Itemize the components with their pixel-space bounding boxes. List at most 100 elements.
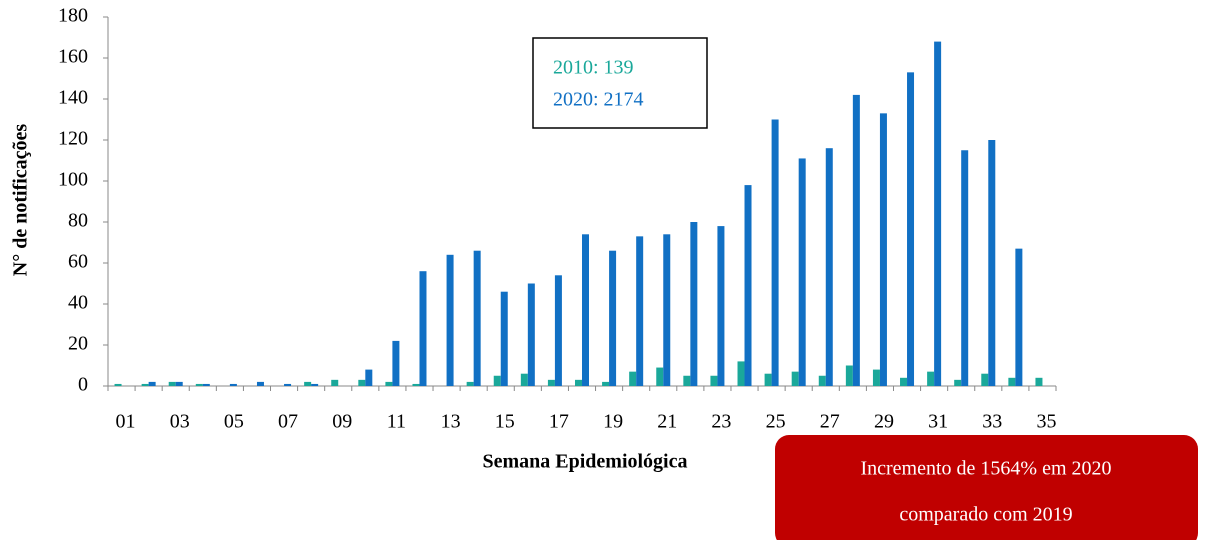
x-tick-label: 33	[982, 411, 1002, 433]
bar	[825, 148, 833, 386]
bar	[175, 381, 183, 386]
bar	[114, 383, 122, 386]
bar	[331, 379, 339, 386]
bar	[764, 373, 772, 386]
bar	[284, 383, 292, 386]
bar	[961, 150, 969, 386]
bar	[493, 375, 501, 386]
bar	[195, 383, 203, 386]
bar	[547, 379, 555, 386]
x-tick-label: 23	[711, 411, 731, 433]
bar	[629, 371, 637, 386]
bar	[141, 383, 149, 386]
y-tick-label: 160	[58, 46, 88, 68]
bar	[466, 381, 474, 386]
bar	[602, 381, 610, 386]
bar	[473, 250, 481, 386]
bar	[582, 234, 589, 386]
x-tick-label: 09	[332, 411, 352, 433]
x-tick-label: 11	[387, 411, 406, 433]
bar	[845, 365, 853, 386]
bar	[791, 371, 799, 386]
bar	[148, 381, 156, 386]
bar	[744, 185, 752, 386]
bar	[527, 283, 535, 386]
bar	[717, 226, 725, 386]
annotation: Incremento de 1564% em 2020	[860, 458, 1111, 480]
bar	[907, 72, 915, 386]
bar	[229, 383, 237, 386]
bar	[304, 381, 312, 386]
x-tick-label: 25	[766, 411, 786, 433]
bar	[663, 234, 671, 386]
bar	[737, 361, 745, 386]
bar	[554, 275, 562, 386]
y-tick-label: 180	[58, 5, 88, 27]
bar	[872, 369, 880, 386]
bar	[412, 383, 420, 386]
x-tick-label: 03	[170, 411, 190, 433]
bar	[710, 375, 718, 386]
bar	[385, 381, 393, 386]
bar	[771, 119, 779, 386]
x-tick-label: 21	[657, 411, 677, 433]
y-tick-label: 120	[58, 128, 88, 150]
bar	[256, 381, 264, 386]
bar	[609, 250, 617, 386]
bar	[690, 222, 698, 386]
y-tick-label: 140	[58, 87, 88, 109]
bar	[656, 367, 664, 386]
bar	[311, 383, 319, 386]
x-tick-label: 35	[1036, 411, 1056, 433]
y-axis-label: N° de notificações	[10, 124, 32, 277]
bar	[202, 383, 210, 386]
bar	[168, 381, 176, 386]
x-tick-label: 31	[928, 411, 948, 433]
x-axis-label: Semana Epidemiológica	[482, 451, 687, 473]
x-tick-label: 01	[116, 411, 136, 433]
legend-entry: 2020: 2174	[553, 89, 644, 111]
y-tick-label: 100	[58, 169, 88, 191]
bar	[818, 375, 826, 386]
bar	[636, 236, 644, 386]
y-tick-label: 0	[78, 374, 88, 396]
bar	[1035, 377, 1043, 386]
x-tick-label: 15	[495, 411, 515, 433]
bar	[419, 271, 427, 386]
legend-entry: 2010: 139	[553, 57, 634, 79]
bar	[392, 340, 400, 386]
annotation: comparado com 2019	[899, 504, 1072, 526]
y-tick-label: 40	[68, 292, 88, 314]
bar	[520, 373, 528, 386]
x-tick-label: 05	[224, 411, 244, 433]
x-tick-label: 17	[549, 411, 569, 433]
x-tick-label: 29	[874, 411, 894, 433]
bar	[575, 379, 582, 386]
bar	[365, 369, 373, 386]
y-tick-label: 20	[68, 333, 88, 355]
y-tick-label: 60	[68, 251, 88, 273]
bar	[954, 379, 962, 386]
x-tick-label: 27	[820, 411, 840, 433]
bar	[798, 158, 806, 386]
bar	[1008, 377, 1016, 386]
legend-box	[532, 37, 708, 129]
x-tick-label: 07	[278, 411, 298, 433]
bar	[927, 371, 935, 386]
annotation-box	[775, 435, 1198, 540]
bar	[879, 113, 887, 386]
y-tick-label: 80	[68, 210, 88, 232]
bar	[934, 41, 942, 386]
x-tick-label: 13	[441, 411, 461, 433]
bar	[500, 291, 508, 386]
bar	[1015, 248, 1023, 386]
bar	[446, 254, 454, 386]
bar	[988, 140, 996, 386]
bar	[981, 373, 989, 386]
bar	[852, 94, 860, 387]
bar	[900, 377, 908, 386]
bar	[358, 379, 366, 386]
x-tick-label: 19	[603, 411, 623, 433]
bar	[683, 375, 691, 386]
